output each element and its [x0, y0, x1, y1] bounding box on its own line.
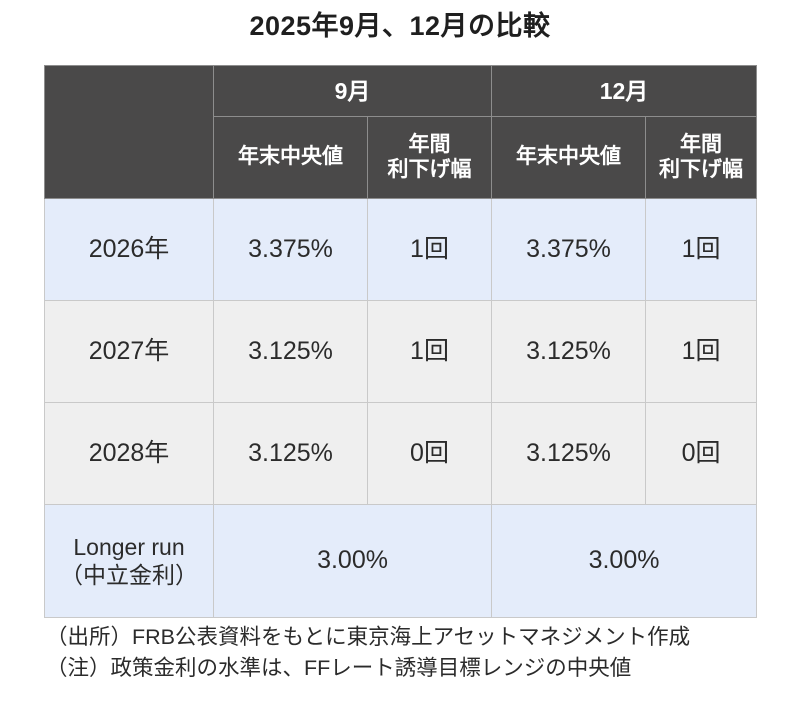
cell-2027-sep-cuts: 1回 — [366, 300, 493, 403]
table-header: 9月 12月 年末中央値 年間 利下げ幅 年末中央値 年間 — [44, 65, 758, 199]
header-sep-cuts: 年間 利下げ幅 — [366, 116, 493, 199]
table-row: Longer run （中立金利） 3.00% 3.00% — [44, 504, 758, 618]
cell-2028-dec-median: 3.125% — [491, 402, 647, 505]
cell-2027-sep-median: 3.125% — [213, 300, 368, 403]
header-row-metric: 年末中央値 年間 利下げ幅 年末中央値 年間 利下げ幅 — [45, 116, 758, 199]
header-dec-cuts-line2: 利下げ幅 — [659, 157, 744, 181]
footnote-note: （注）政策金利の水準は、FFレート誘導目標レンジの中央値 — [46, 656, 632, 680]
cell-2026-dec-median: 3.375% — [491, 198, 647, 301]
cell-2026-sep-median: 3.375% — [213, 198, 368, 301]
comparison-table-container: 9月 12月 年末中央値 年間 利下げ幅 年末中央値 年間 — [44, 65, 758, 618]
header-dec-median-line1: 年末中央値 — [516, 145, 622, 169]
footnote-source: （出所）FRB公表資料をもとに東京海上アセットマネジメント作成 — [46, 625, 691, 649]
cell-2028-dec-cuts: 0回 — [645, 402, 758, 505]
row-label-2028: 2028年 — [44, 402, 214, 505]
header-dec-cuts-line1: 年間 — [680, 132, 723, 156]
header-sep-median-line1: 年末中央値 — [238, 145, 343, 169]
cell-longer-run-sep-value: 3.00% — [212, 504, 493, 618]
row-label-2027: 2027年 — [44, 300, 214, 403]
cell-2026-sep-cuts: 1回 — [366, 198, 493, 301]
cell-2028-sep-median: 3.125% — [213, 402, 368, 505]
cell-longer-run-dec-value: 3.00% — [491, 504, 758, 618]
header-period-december: 12月 — [491, 65, 758, 117]
header-period-september: 9月 — [212, 65, 493, 117]
header-row-period: 9月 12月 — [44, 65, 758, 199]
header-sep-cuts-line2: 利下げ幅 — [387, 157, 472, 181]
header-dec-cuts: 年間 利下げ幅 — [645, 116, 758, 199]
table-row: 2028年 3.125% 0回 3.125% 0回 — [44, 402, 758, 505]
table-row: 2027年 3.125% 1回 3.125% 1回 — [44, 300, 758, 403]
comparison-table: 9月 12月 年末中央値 年間 利下げ幅 年末中央値 年間 — [44, 65, 758, 618]
header-sep-cuts-line1: 年間 — [408, 132, 451, 156]
cell-2027-dec-cuts: 1回 — [645, 300, 758, 403]
row-label-longer-run-line2: （中立金利） — [60, 562, 198, 588]
header-dec-median: 年末中央値 — [491, 116, 647, 199]
header-corner-cell — [44, 65, 214, 199]
page-title: 2025年9月、12月の比較 — [249, 11, 551, 41]
footnotes: （出所）FRB公表資料をもとに東京海上アセットマネジメント作成 （注）政策金利の… — [46, 622, 786, 684]
cell-2028-sep-cuts: 0回 — [366, 402, 493, 505]
table-body: 2026年 3.375% 1回 3.375% 1回 2027年 3.125% 1… — [44, 198, 758, 618]
cell-2026-dec-cuts: 1回 — [645, 198, 758, 301]
row-label-longer-run: Longer run （中立金利） — [44, 504, 214, 618]
row-label-longer-run-line1: Longer run — [73, 533, 185, 560]
header-sep-median: 年末中央値 — [213, 116, 368, 199]
row-label-2026: 2026年 — [44, 198, 214, 301]
cell-2027-dec-median: 3.125% — [491, 300, 647, 403]
table-row: 2026年 3.375% 1回 3.375% 1回 — [44, 198, 758, 301]
